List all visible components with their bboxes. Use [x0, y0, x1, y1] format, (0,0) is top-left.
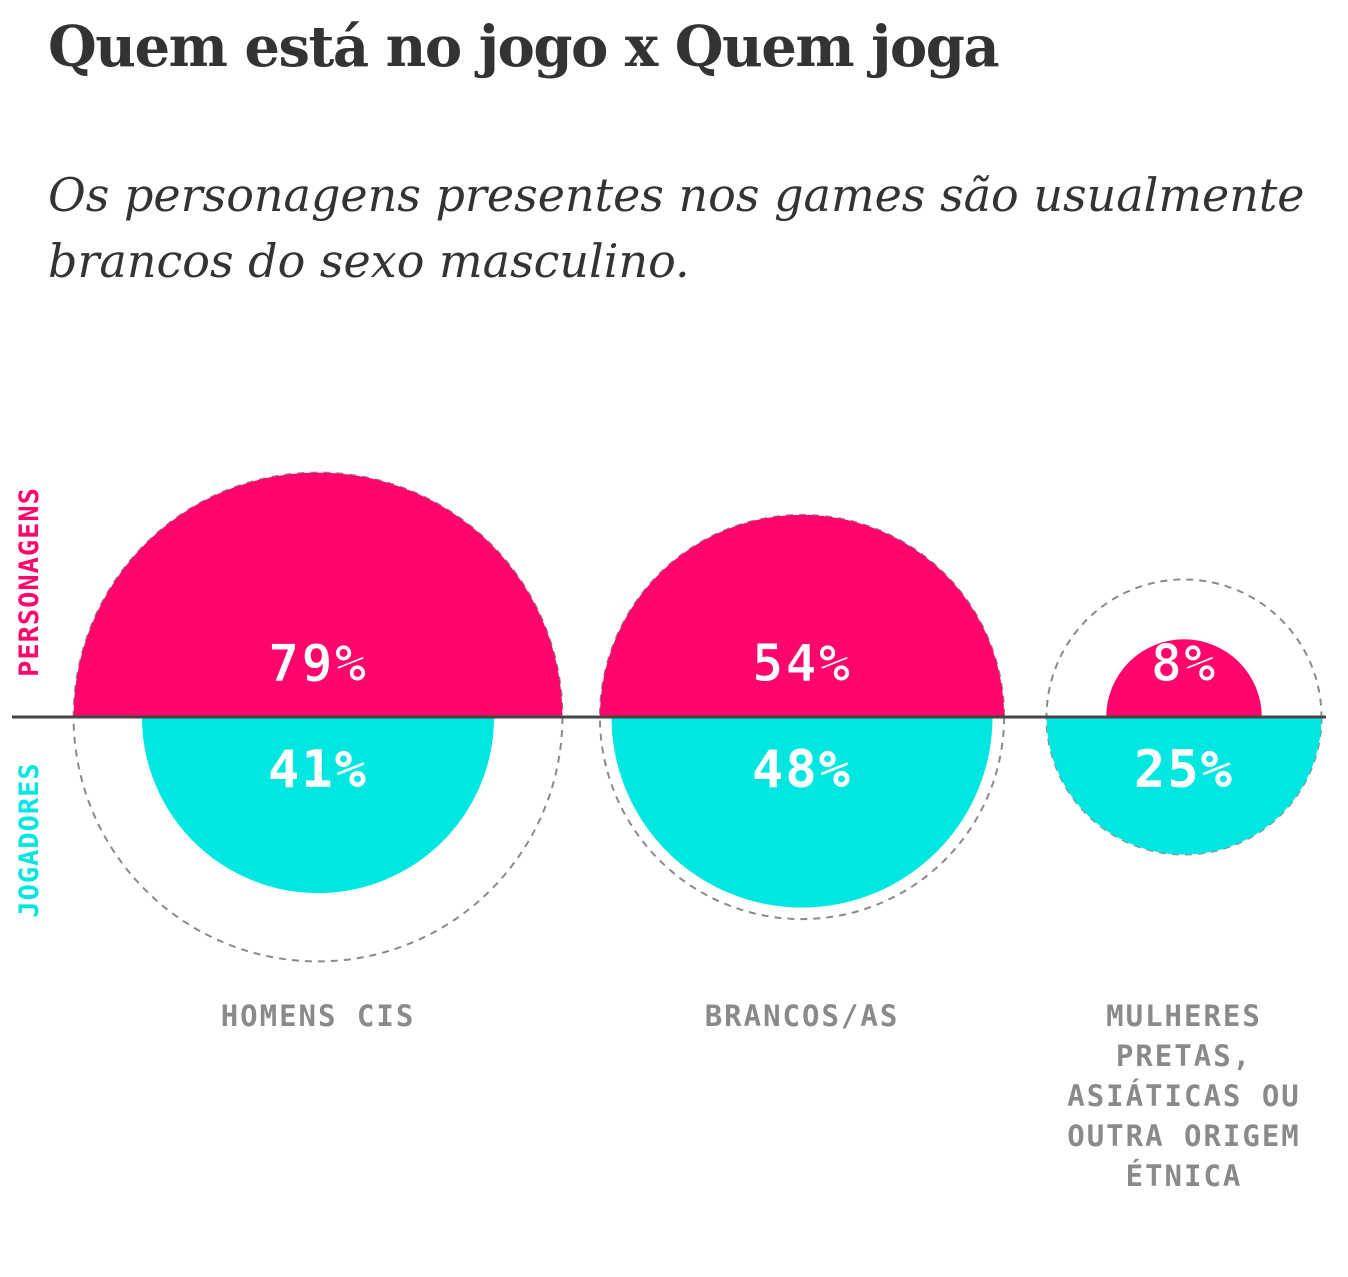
category-label-line: ÉTNICA — [1126, 1159, 1243, 1193]
value-label-personagens: 8% — [1151, 634, 1218, 694]
value-labels: 79% 41% 54% 48% 8% 25% — [268, 634, 1234, 801]
category-label-line: PRETAS, — [1116, 1039, 1252, 1073]
chart-title: Quem está no jogo x Quem joga — [48, 14, 1000, 80]
semicircle-shapes — [72, 471, 1323, 963]
category-label: MULHERES PRETAS, ASIÁTICAS OU OUTRA ORIGEM É… — [1067, 999, 1301, 1193]
category-label: BRANCOS/AS — [705, 999, 900, 1033]
category-label-line: ASIÁTICAS OU — [1067, 1079, 1301, 1113]
value-label-jogadores: 25% — [1134, 740, 1234, 800]
semicircle-personagens — [1106, 639, 1262, 717]
value-label-jogadores: 48% — [752, 740, 852, 800]
semicircle-personagens — [73, 472, 563, 717]
semicircle-jogadores — [1046, 717, 1322, 855]
category-label-line: OUTRA ORIGEM — [1067, 1119, 1301, 1153]
semicircle-jogadores — [611, 717, 993, 908]
category-label: HOMENS CIS — [221, 999, 416, 1033]
chart-subtitle: Os personagens presentes nos games são u… — [48, 168, 1305, 288]
category-label-line: BRANCOS/AS — [705, 999, 900, 1033]
category-label-line: HOMENS CIS — [221, 999, 416, 1033]
series-label-jogadores: JOGADORES — [14, 762, 45, 917]
value-label-personagens: 54% — [752, 634, 852, 694]
category-label-line: MULHERES — [1106, 999, 1262, 1033]
series-label-personagens: PERSONAGENS — [14, 487, 45, 677]
category-labels: HOMENS CIS BRANCOS/AS MULHERES PRETAS, ASIÁT… — [221, 999, 1301, 1193]
value-label-jogadores: 41% — [268, 740, 368, 800]
semicircle-personagens — [599, 514, 1005, 717]
value-label-personagens: 79% — [268, 634, 368, 694]
semicircle-jogadores — [141, 717, 495, 894]
